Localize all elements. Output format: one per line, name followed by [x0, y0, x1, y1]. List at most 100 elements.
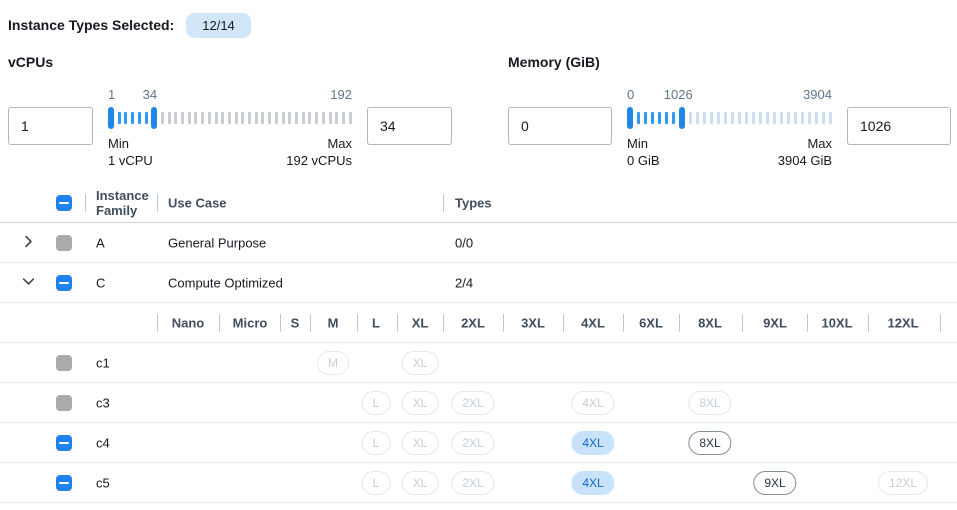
slider-tick [221, 112, 225, 124]
slider-tick [745, 112, 748, 124]
slider-tick [672, 112, 675, 124]
vcpu-max-label: Max [327, 136, 352, 151]
slider-tick [160, 112, 164, 124]
family-use-case: General Purpose [168, 235, 267, 250]
slider-tick [738, 112, 741, 124]
family-types-count: 0/0 [455, 235, 474, 250]
instance-checkbox [56, 394, 72, 411]
slider-tick [187, 112, 191, 124]
expand-toggle[interactable] [22, 275, 35, 291]
slider-handle-low[interactable] [108, 107, 114, 129]
size-pill-4XL[interactable]: 4XL [571, 470, 615, 495]
vcpu-filter-title: vCPUs [8, 54, 54, 70]
slider-tick [234, 112, 238, 124]
memory-filter: Memory (GiB) 0 1026 3904 Min 0 GiB [508, 54, 951, 169]
memory-slider[interactable]: 0 1026 3904 Min 0 GiB Max 3904 GiB [612, 87, 847, 169]
slider-handle-high[interactable] [151, 107, 158, 129]
slider-tick [710, 112, 713, 124]
column-header-instance-family: Instance Family [96, 187, 149, 218]
memory-filter-title: Memory (GiB) [508, 54, 600, 70]
size-pill-4XL: 4XL [571, 390, 615, 415]
slider-tick [268, 112, 272, 124]
slider-tick [194, 112, 198, 124]
slider-tick [348, 112, 352, 124]
memory-min-value: 0 GiB [627, 153, 660, 168]
size-column-header-9XL: 9XL [763, 315, 787, 330]
size-pill-2XL: 2XL [451, 430, 495, 455]
vcpu-max-value: 192 vCPUs [286, 153, 352, 168]
slider-tick [637, 112, 640, 124]
slider-tick [294, 112, 298, 124]
vcpu-max-input[interactable] [367, 107, 452, 145]
slider-tick [658, 112, 661, 124]
slider-tick [308, 112, 312, 124]
size-column-header-8XL: 8XL [698, 315, 722, 330]
memory-scale-max: 3904 [803, 87, 832, 102]
instance-family-table: Instance Family Use Case Types A General… [0, 183, 957, 503]
vcpu-slider-track[interactable] [108, 105, 352, 131]
instance-name: c3 [96, 395, 110, 410]
vcpu-min-label: Min [108, 136, 129, 151]
slider-tick [321, 112, 325, 124]
size-pill-4XL[interactable]: 4XL [571, 430, 615, 455]
slider-tick [724, 112, 727, 124]
slider-tick [131, 112, 135, 124]
instance-row-c4: c4 L XL 2XL 4XL 8XL [0, 423, 957, 463]
size-column-header-Micro: Micro [232, 315, 268, 330]
size-column-header-3XL: 3XL [521, 315, 545, 330]
size-column-header-10XL: 10XL [821, 315, 853, 330]
memory-slider-track[interactable] [627, 105, 832, 131]
size-column-header-6XL: 6XL [639, 315, 663, 330]
vcpu-slider[interactable]: 1 34 192 Min 1 vCPU Max 192 vCPUs [93, 87, 367, 169]
expand-toggle[interactable] [22, 235, 35, 251]
slider-tick [174, 112, 178, 124]
vcpu-filter: vCPUs 1 34 192 Min 1 vCPU [8, 54, 452, 169]
vcpu-scale-current: 34 [142, 87, 158, 102]
chevron-down-icon [22, 275, 35, 288]
slider-tick [328, 112, 332, 124]
size-pill-8XL[interactable]: 8XL [688, 430, 732, 455]
chevron-right-icon [22, 235, 35, 248]
family-checkbox[interactable] [56, 274, 72, 291]
family-use-case: Compute Optimized [168, 275, 283, 290]
slider-tick [281, 112, 285, 124]
slider-tick [301, 112, 305, 124]
instance-name: c4 [96, 435, 110, 450]
memory-max-label: Max [807, 136, 832, 151]
instance-checkbox[interactable] [56, 474, 72, 491]
size-pill-8XL: 8XL [688, 390, 732, 415]
vcpu-min-input[interactable] [8, 107, 93, 145]
size-pill-XL: XL [401, 470, 439, 495]
instance-checkbox[interactable] [56, 434, 72, 451]
slider-tick [801, 112, 804, 124]
instance-checkbox [56, 354, 72, 371]
slider-tick [341, 112, 345, 124]
size-pill-12XL: 12XL [877, 470, 929, 495]
vcpu-min-value: 1 vCPU [108, 153, 153, 168]
slider-handle-low[interactable] [627, 107, 633, 129]
memory-min-input[interactable] [508, 107, 612, 145]
vcpu-scale-max: 192 [330, 87, 352, 102]
family-name: A [96, 235, 105, 250]
slider-tick [780, 112, 783, 124]
family-types-count: 2/4 [455, 275, 474, 290]
memory-min-label: Min [627, 136, 648, 151]
instance-name: c5 [96, 475, 110, 490]
slider-tick [644, 112, 647, 124]
slider-tick [829, 112, 832, 124]
select-all-checkbox[interactable] [56, 194, 72, 211]
slider-tick [214, 112, 218, 124]
family-name: C [96, 275, 106, 290]
slider-handle-high[interactable] [679, 107, 685, 129]
slider-tick [808, 112, 811, 124]
slider-tick [815, 112, 818, 124]
slider-tick [689, 112, 692, 124]
size-column-header-L: L [372, 315, 380, 330]
memory-max-input[interactable] [847, 107, 951, 145]
size-column-header-4XL: 4XL [581, 315, 605, 330]
slider-tick [696, 112, 699, 124]
size-pill-9XL[interactable]: 9XL [753, 470, 797, 495]
slider-tick [288, 112, 292, 124]
slider-tick [201, 112, 205, 124]
